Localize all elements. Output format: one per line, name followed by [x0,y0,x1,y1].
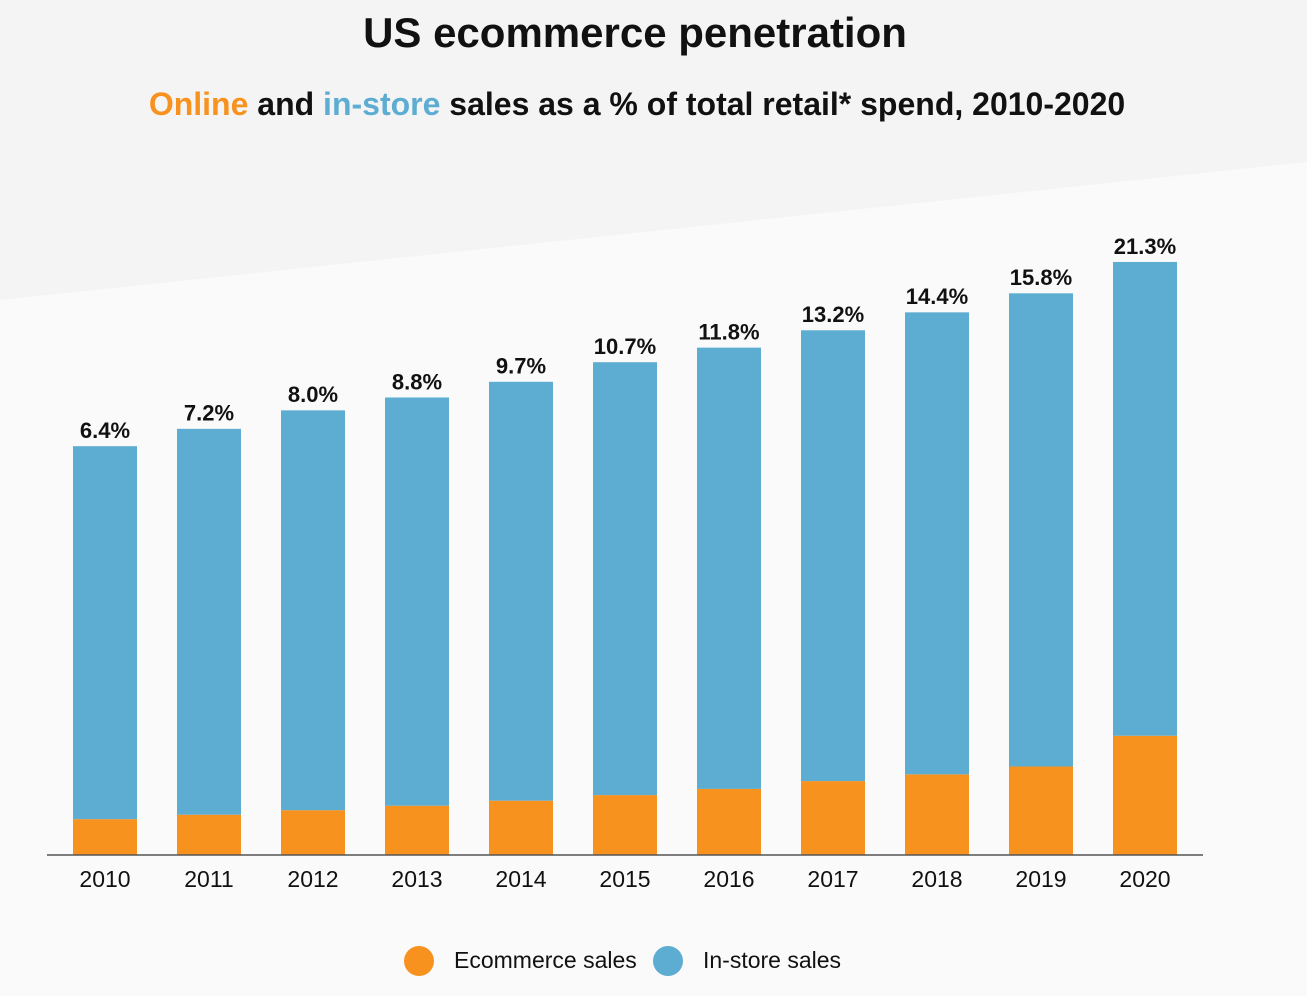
x-tick-label: 2019 [1015,866,1066,892]
bar-segment [73,446,137,820]
bar-segment [1009,766,1073,855]
x-tick-label: 2015 [599,866,650,892]
x-tick-label: 2010 [79,866,130,892]
bar-segment [697,788,761,855]
data-label: 8.8% [392,369,442,394]
bar-segment [905,774,969,855]
bar-segment [1113,735,1177,855]
bar-segment [1113,261,1177,736]
subtitle-part: Online [149,86,249,122]
chart-subtitle: Online and in-store sales as a % of tota… [149,86,1125,122]
legend-swatch [653,946,683,976]
data-label: 11.8% [698,319,759,344]
data-label: 8.0% [288,382,338,407]
bar-segment [177,814,241,855]
x-tick-label: 2020 [1119,866,1170,892]
legend-label: In-store sales [703,947,841,973]
bar-segment [801,330,865,782]
chart-title: US ecommerce penetration [363,9,907,56]
data-label: 15.8% [1010,265,1072,290]
data-label: 9.7% [496,354,546,379]
data-label: 10.7% [594,334,656,359]
bar-segment [385,805,449,855]
bar-segment [177,428,241,815]
bar-segment [1009,293,1073,767]
data-label: 7.2% [184,401,234,426]
x-tick-label: 2018 [911,866,962,892]
bar-segment [697,347,761,789]
x-tick-label: 2014 [495,866,546,892]
data-label: 13.2% [802,302,864,327]
bar-segment [489,800,553,855]
data-label: 21.3% [1114,234,1176,259]
bar-segment [73,819,137,855]
data-label: 14.4% [906,284,968,309]
x-tick-label: 2017 [807,866,858,892]
bar-segment [281,410,345,811]
bar-segment [905,312,969,775]
subtitle-part: in-store [323,86,440,122]
x-tick-label: 2013 [391,866,442,892]
bar-segment [593,362,657,796]
bar-segment [489,381,553,801]
legend-swatch [404,946,434,976]
bar-segment [281,810,345,855]
x-tick-label: 2011 [184,866,233,892]
bar-segment [593,795,657,855]
x-tick-label: 2012 [287,866,338,892]
data-label: 6.4% [80,418,130,443]
x-tick-label: 2016 [703,866,754,892]
bar-segment [801,781,865,855]
bar-segment [385,397,449,806]
subtitle-part: sales as a % of total retail* spend, 201… [440,86,1125,122]
legend-label: Ecommerce sales [454,947,637,973]
subtitle-part: and [248,86,323,122]
